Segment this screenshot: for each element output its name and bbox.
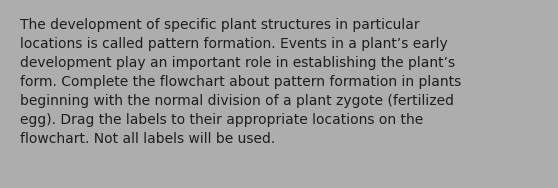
Text: The development of specific plant structures in particular
locations is called p: The development of specific plant struct… [20, 18, 461, 146]
